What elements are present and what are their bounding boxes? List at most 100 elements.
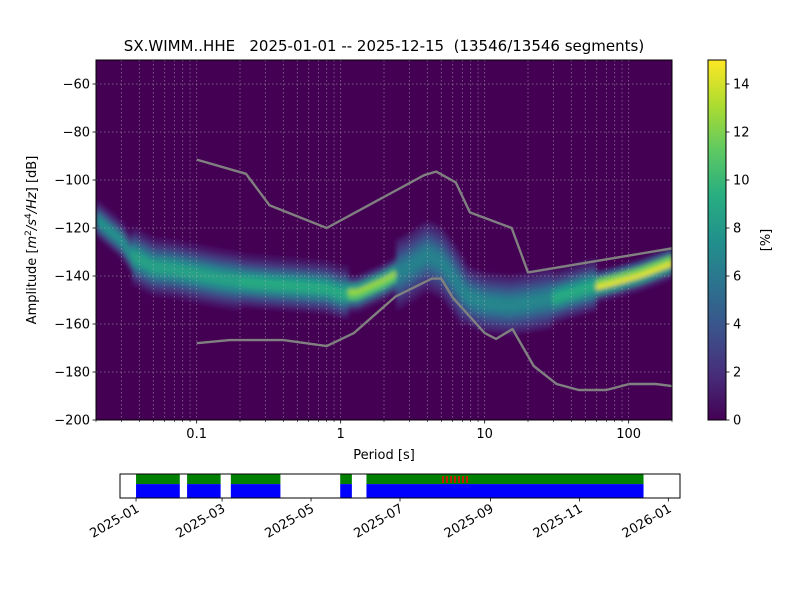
density-cell [452,262,457,269]
x-tick-label: 10 [476,427,493,442]
density-cell [448,302,453,310]
density-cell [616,266,621,274]
density-cell [152,254,157,262]
density-cell [384,281,389,288]
density-cell [344,288,349,295]
density-cell [656,271,661,278]
density-cell [556,286,561,293]
density-cell [392,276,397,283]
density-cell [628,269,633,276]
density-cell [224,255,229,263]
y-tick-label: −120 [54,222,90,237]
density-cell [172,268,177,276]
density-cell [120,239,125,246]
density-cell [664,250,669,258]
density-cell [652,278,657,285]
density-cell [200,286,205,293]
density-cell [356,305,361,312]
density-cell [416,290,421,298]
density-cell [440,263,445,271]
density-cell [364,290,369,297]
density-cell [576,303,581,310]
timeline-flag-mark [454,476,456,483]
density-cell [580,307,585,315]
density-cell [276,302,281,310]
density-cell [228,302,233,309]
density-cell [520,314,525,322]
density-cell [416,279,421,286]
density-cell [324,306,329,314]
density-cell [572,310,577,317]
density-cell [308,288,313,295]
density-cell [464,276,469,283]
density-cell [548,298,553,305]
density-cell [104,231,109,238]
density-cell [352,300,357,307]
timeline-available-segment [366,484,644,498]
density-cell [328,290,333,297]
density-cell [348,294,353,301]
density-cell [444,234,449,241]
density-cell [368,288,373,295]
density-cell [616,272,621,280]
density-cell [168,251,173,258]
density-cell [332,280,337,287]
density-cell [472,316,477,323]
density-cell [372,275,377,282]
density-cell [568,311,573,318]
density-cell [160,273,165,280]
density-cell [144,268,149,275]
density-cell [528,284,533,292]
density-cell [264,301,269,309]
density-cell [208,270,213,277]
density-cell [400,283,405,290]
density-cell [232,256,237,264]
density-cell [196,279,201,286]
density-cell [216,294,221,302]
density-cell [212,259,217,266]
density-cell [292,269,297,276]
density-cell [308,276,313,283]
density-cell [156,289,161,297]
density-cell [480,324,485,331]
density-cell [232,251,237,258]
density-cell [504,292,509,300]
density-cell [592,293,597,300]
density-cell [444,240,449,247]
density-cell [220,255,225,262]
density-cell [300,304,305,312]
density-cell [340,300,345,307]
density-cell [324,266,329,273]
density-cell [580,296,585,303]
density-cell [104,213,109,221]
density-cell [596,294,601,302]
density-cell [160,290,165,297]
density-cell [144,285,149,292]
density-cell [484,308,489,315]
density-cell [220,272,225,279]
density-cell [332,291,337,299]
density-cell [312,282,317,289]
density-cell [548,275,553,282]
density-cell [132,232,137,240]
density-cell [424,233,429,241]
density-cell [420,236,425,243]
density-cell [536,277,541,284]
density-cell [348,305,353,313]
density-cell [216,300,221,308]
density-cell [568,265,573,272]
density-cell [276,274,281,281]
density-cell [560,273,565,280]
density-cell [396,268,401,275]
density-cell [156,249,161,257]
density-cell [652,261,657,268]
density-cell [604,275,609,283]
colorbar-tick-label: 14 [733,78,750,93]
density-cell [480,278,485,285]
density-cell [336,287,341,294]
density-cell [156,261,161,268]
density-cell [428,274,433,281]
density-cell [368,282,373,290]
density-cell [420,259,425,266]
density-cell [516,303,521,311]
